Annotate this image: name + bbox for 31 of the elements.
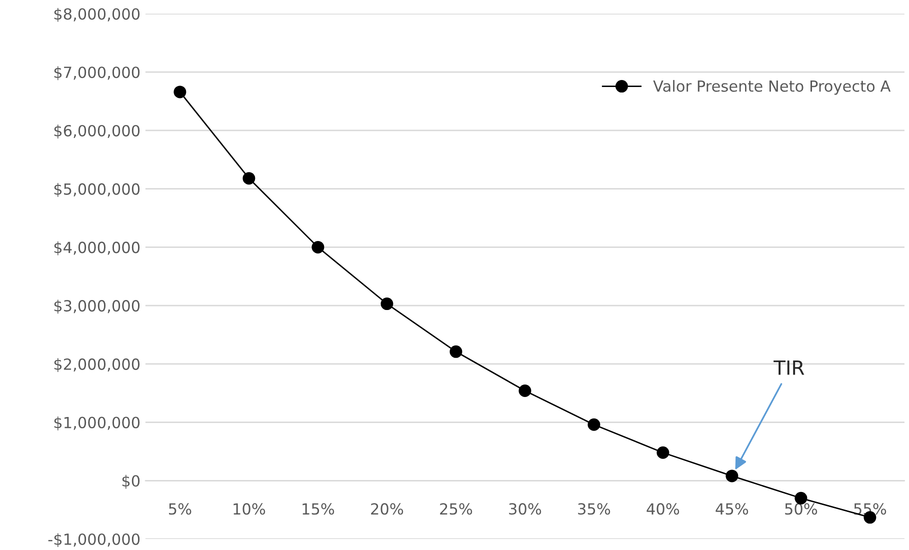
x-tick-label: 45% (716, 503, 748, 515)
y-tick-label: $7,000,000 (54, 66, 140, 80)
y-tick-label: $0 (122, 474, 140, 489)
point (588, 418, 600, 431)
y-tick-label: $1,000,000 (54, 416, 140, 430)
x-tick-label: 20% (371, 503, 404, 515)
point (656, 446, 670, 459)
annotation: TIR (774, 360, 804, 375)
point (242, 172, 256, 185)
x-tick-label: 35% (578, 503, 610, 515)
y-tick-label: -$1,000,000 (48, 533, 140, 548)
point (518, 384, 532, 398)
x-tick-label: 5% (169, 503, 192, 515)
y-tick-label: $5,000,000 (54, 183, 140, 197)
y-tick-label: $6,000,000 (54, 124, 140, 139)
x-tick-label: 10% (234, 503, 266, 515)
y-tick-label: $8,000,000 (54, 8, 140, 22)
point (380, 298, 394, 310)
x-tick-label: 25% (440, 503, 472, 515)
legend-label: Valor Presente Neto Proyecto A (653, 80, 891, 95)
x-tick-label: 40% (646, 503, 680, 515)
x-tick-label: 30% (509, 503, 542, 515)
y-tick-label: $3,000,000 (54, 300, 140, 314)
x-tick-label: 50% (785, 503, 818, 515)
y-tick-label: $4,000,000 (54, 241, 140, 256)
point (174, 86, 186, 98)
point (726, 470, 738, 482)
point (312, 240, 324, 254)
point (450, 345, 462, 358)
x-tick-label: 15% (302, 503, 334, 515)
y-tick-label: $2,000,000 (54, 358, 140, 372)
